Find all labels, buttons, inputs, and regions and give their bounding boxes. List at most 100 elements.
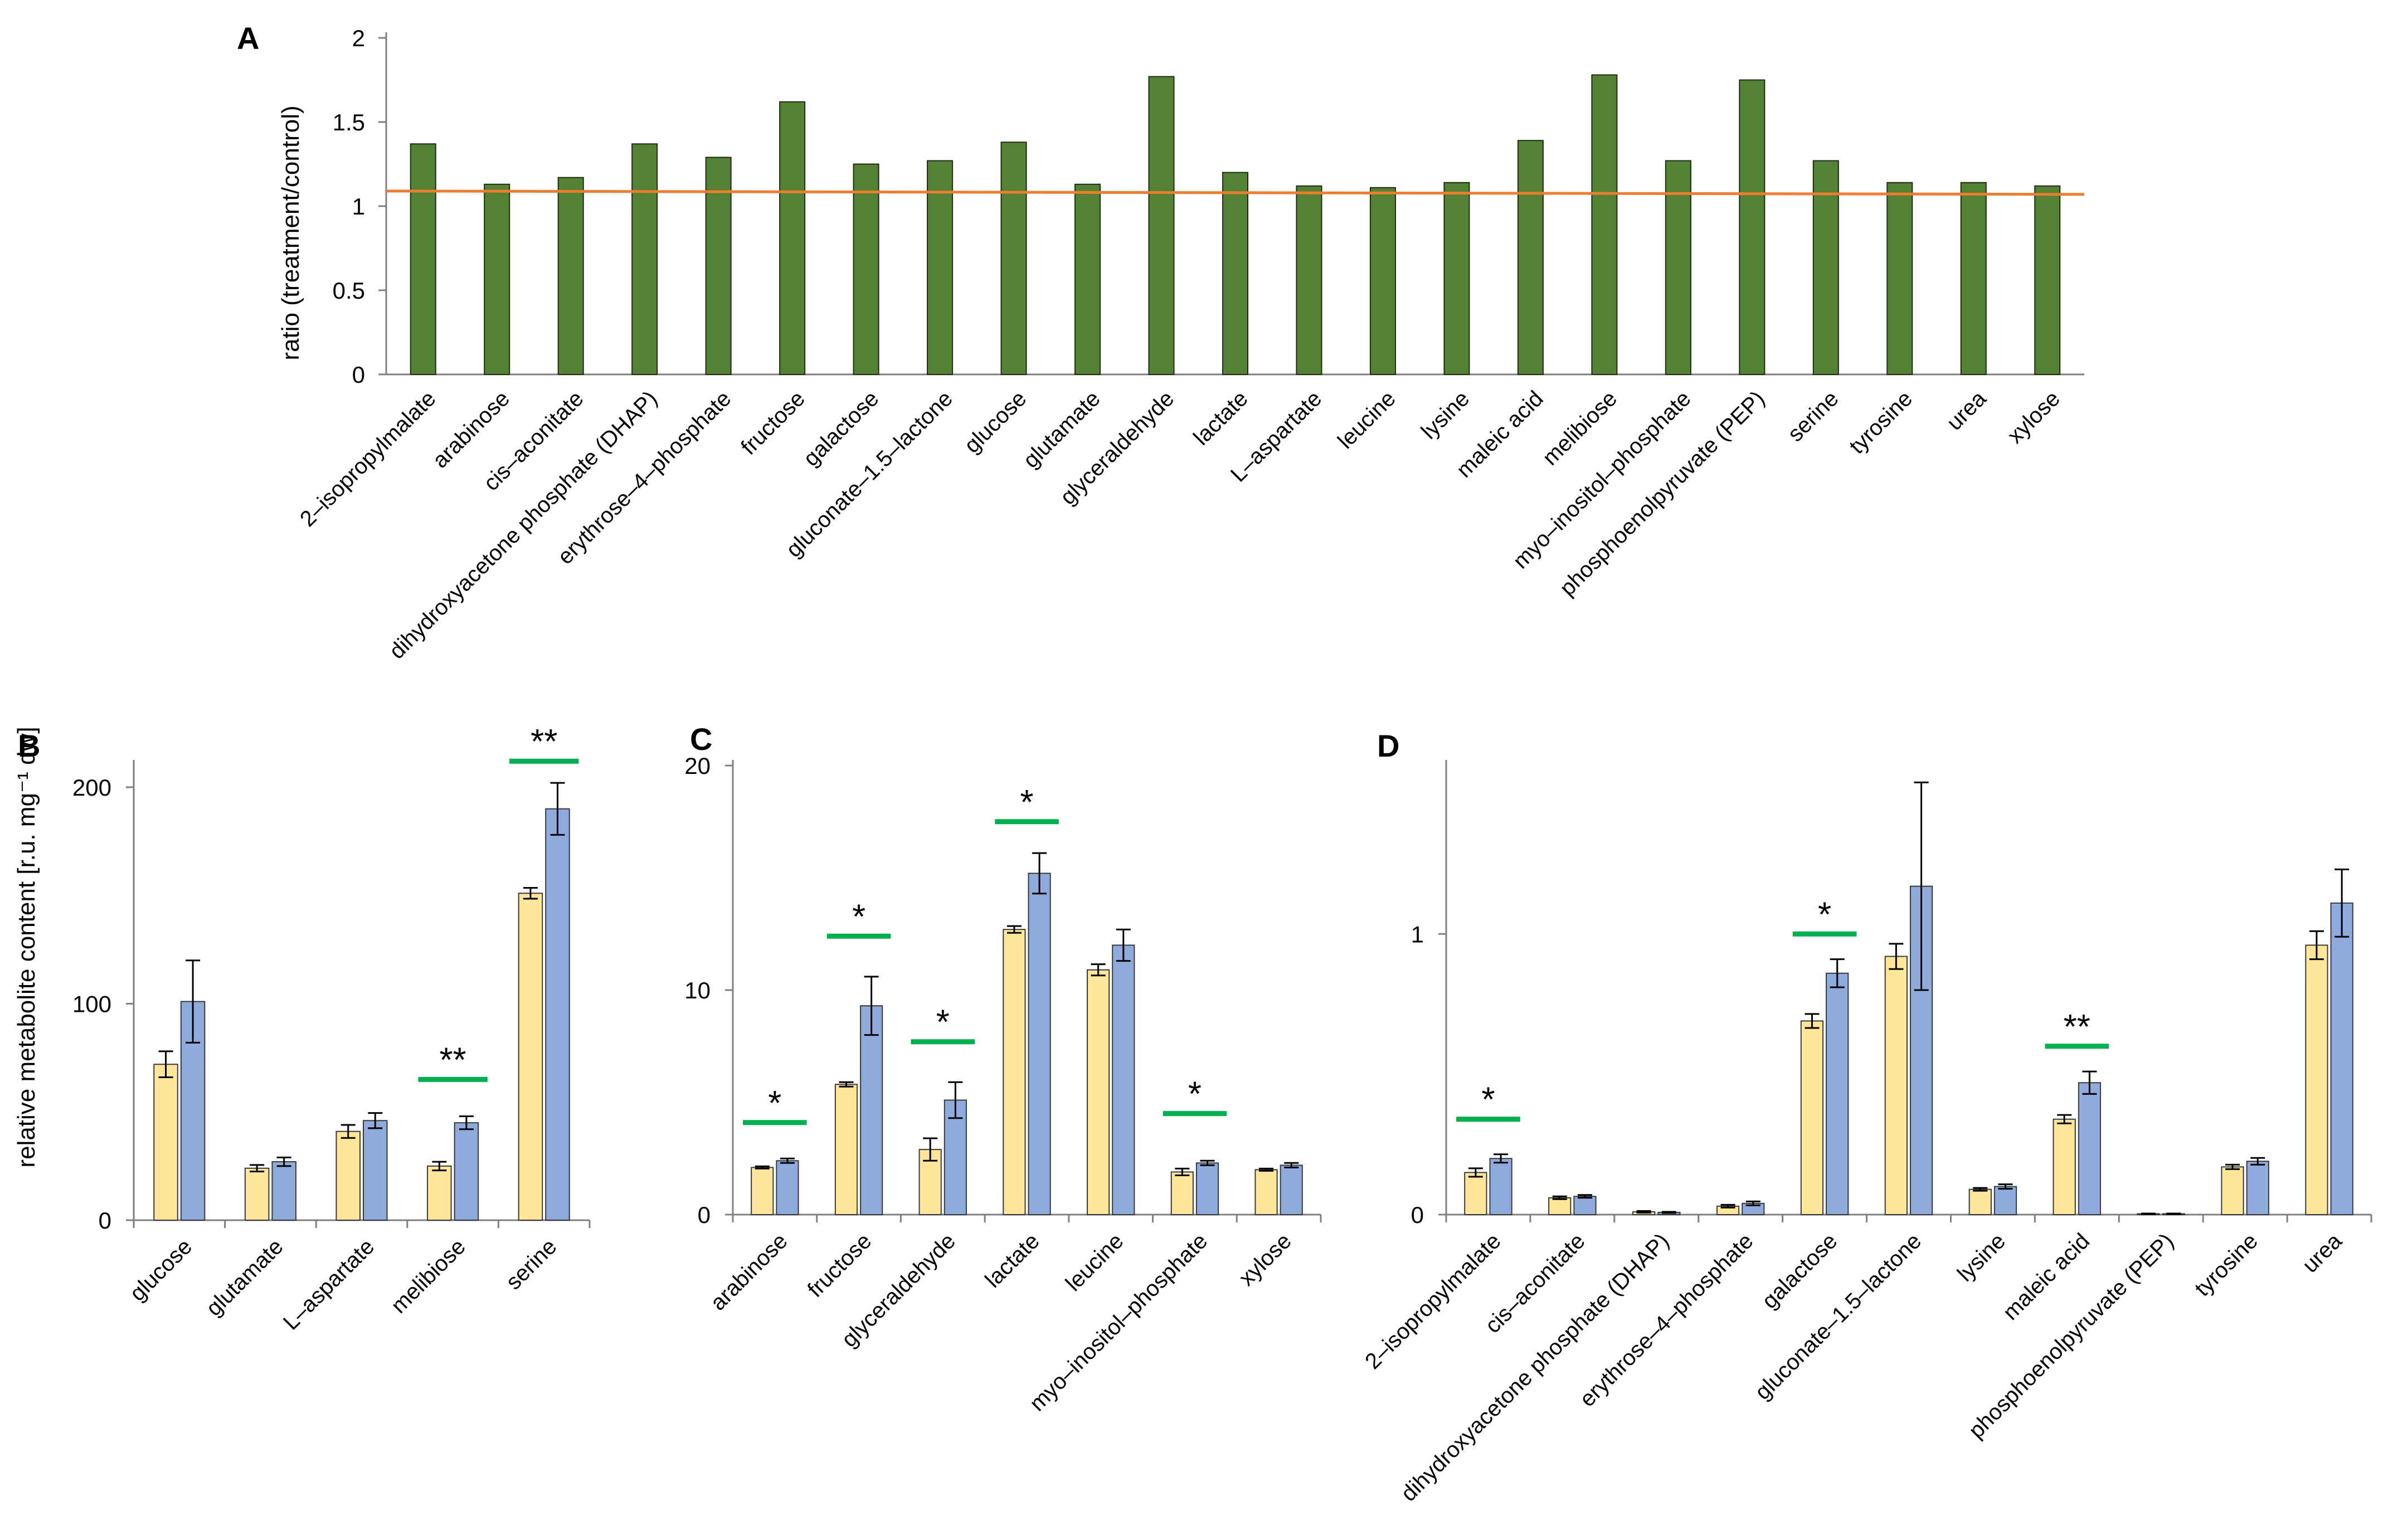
x-category-label: xylose (1234, 1229, 1296, 1290)
y-tick-label: 100 (72, 991, 111, 1017)
significance-label: * (1818, 895, 1831, 934)
bar (1812, 160, 1839, 375)
bar (244, 1167, 270, 1221)
x-category-label: melibiose (386, 1234, 470, 1318)
bar (1591, 74, 1618, 375)
x-category-label: tyrosine (1845, 386, 1917, 459)
bar (1548, 1197, 1572, 1215)
significance-label: ** (2064, 1008, 2090, 1046)
bar (557, 177, 584, 375)
bar (1148, 76, 1175, 375)
bar (518, 893, 543, 1221)
x-category-label: gluconate–1.5–lactone (1750, 1229, 1927, 1405)
y-tick-label: 200 (72, 774, 111, 801)
bar (1170, 1171, 1194, 1215)
bar (1112, 944, 1135, 1216)
y-tick-label: 0.5 (333, 277, 365, 304)
panel-c-letter: C (690, 722, 712, 757)
bar (1489, 1158, 1512, 1215)
x-category-label: 2–isopropylmalate (1360, 1229, 1506, 1374)
bar (1886, 182, 1913, 375)
bar (1968, 1188, 1992, 1216)
significance-label: ** (531, 723, 557, 761)
bar (1296, 185, 1322, 375)
significance-label: * (1481, 1081, 1495, 1119)
x-category-label: lysine (1953, 1229, 2010, 1286)
x-category-label: 2–isopropylmalate (295, 386, 441, 532)
bar (363, 1120, 388, 1221)
bar (2246, 1161, 2269, 1216)
bar (2221, 1166, 2244, 1216)
bar (427, 1165, 452, 1221)
x-category-label: fructose (803, 1229, 877, 1302)
panel-d-plot: 012–isopropylmalatecis–aconitatedihydrox… (1360, 760, 2372, 1506)
bar (2330, 902, 2353, 1215)
bar (153, 1064, 178, 1221)
significance-label: * (852, 898, 865, 936)
bar (1028, 873, 1051, 1215)
x-category-label: urea (2298, 1229, 2347, 1278)
x-category-label: serine (1783, 386, 1844, 446)
bar (779, 101, 806, 375)
bar (545, 808, 570, 1221)
bar (410, 143, 436, 375)
bar (2034, 185, 2061, 375)
bar (1884, 956, 1908, 1216)
bar (1993, 1186, 2017, 1215)
x-category-label: fructose (736, 386, 810, 460)
significance-label: * (936, 1003, 950, 1042)
x-category-label: leucine (1333, 386, 1400, 454)
bar (751, 1167, 774, 1216)
bar (1003, 929, 1026, 1215)
significance-label: * (1020, 783, 1033, 822)
x-category-label: lactate (980, 1229, 1044, 1292)
y-tick-label: 0 (352, 362, 365, 388)
significance-label: * (1188, 1075, 1202, 1114)
panel-a-plot: 00.511.522–isopropylmalatearabinosecis–a… (295, 25, 2085, 664)
panel-bcd-y-axis-label: relative metabolite content [r.u. mg⁻¹ d… (13, 727, 40, 1167)
panel-a-y-axis-label: ratio (treatment/control) (277, 105, 304, 360)
x-category-label: serine (501, 1234, 561, 1294)
bar (776, 1160, 799, 1216)
y-tick-label: 0 (1411, 1202, 1424, 1228)
bar (2305, 944, 2328, 1216)
bar (860, 1005, 883, 1215)
panel-a-letter: A (237, 21, 259, 56)
bar (271, 1161, 296, 1221)
x-category-label: lactate (1189, 386, 1252, 450)
y-tick-label: 1 (1411, 921, 1424, 947)
bar (631, 143, 658, 375)
bar (705, 157, 732, 375)
bar (1800, 1020, 1824, 1215)
x-category-label: L–aspartate (279, 1234, 380, 1335)
bar (1369, 187, 1396, 375)
x-category-label: glucose (960, 386, 1032, 458)
bar (834, 1084, 858, 1216)
x-category-label: arabinose (706, 1229, 792, 1315)
bar (2053, 1118, 2076, 1215)
x-category-label: urea (1942, 386, 1991, 435)
bar (1826, 972, 1849, 1216)
y-tick-label: 0 (698, 1202, 711, 1228)
significance-label: * (768, 1084, 781, 1123)
y-tick-label: 1.5 (333, 109, 365, 135)
x-category-label: erythrose–4–phosphate (1575, 1229, 1758, 1411)
bar (484, 183, 510, 375)
bar (1195, 1162, 1219, 1216)
x-category-label: tyrosine (2190, 1229, 2263, 1301)
x-category-label: leucine (1061, 1229, 1129, 1296)
bar (853, 163, 879, 375)
bar (927, 160, 954, 375)
x-category-label: glutamate (201, 1234, 288, 1320)
x-category-label: galactose (1757, 1229, 1842, 1313)
bar (1000, 142, 1027, 376)
bar (1280, 1164, 1303, 1216)
bar (1573, 1196, 1597, 1216)
y-tick-label: 2 (352, 25, 365, 51)
bar (1087, 969, 1110, 1215)
bar (454, 1122, 479, 1221)
bar (1464, 1172, 1487, 1215)
x-category-label: myo–inositol–phosphate (1025, 1229, 1212, 1416)
bar (1254, 1169, 1278, 1215)
